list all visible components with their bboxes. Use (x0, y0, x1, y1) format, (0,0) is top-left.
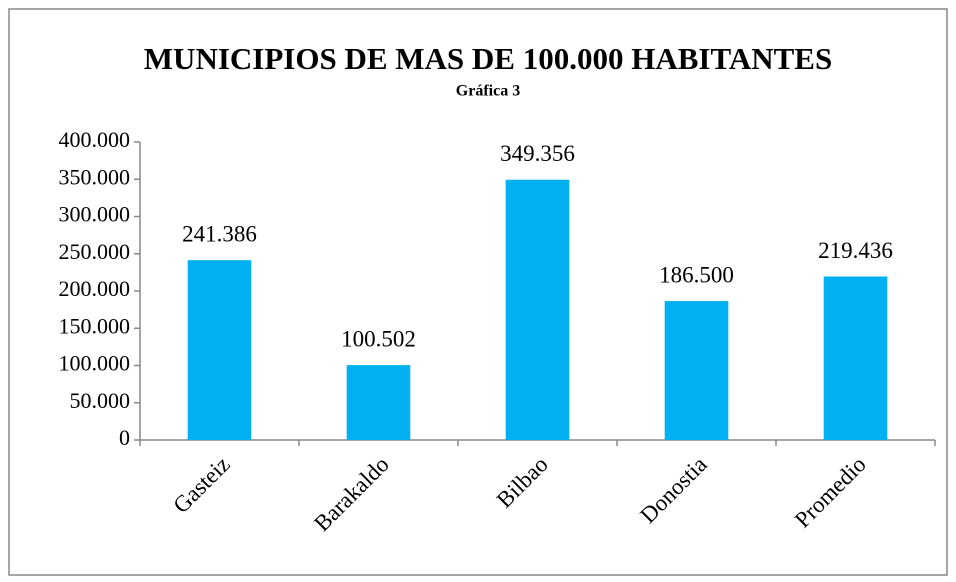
y-tick-label: 300.000 (59, 202, 131, 227)
chart-title: MUNICIPIOS DE MAS DE 100.000 HABITANTES (144, 41, 832, 76)
chart-subtitle: Gráfica 3 (456, 83, 520, 100)
value-label: 100.502 (341, 326, 416, 351)
y-tick-label: 0 (119, 425, 130, 450)
bar (505, 179, 570, 440)
value-label: 186.500 (659, 262, 734, 287)
bar (346, 365, 411, 440)
y-tick-label: 400.000 (59, 127, 131, 152)
y-tick-label: 50.000 (70, 388, 131, 413)
bar (823, 276, 888, 440)
value-label: 219.436 (818, 238, 893, 263)
value-label: 241.386 (182, 221, 257, 246)
y-tick-label: 200.000 (59, 276, 131, 301)
y-tick-label: 250.000 (59, 239, 131, 264)
y-tick-label: 150.000 (59, 313, 131, 338)
chart-border (8, 8, 948, 576)
y-tick-label: 100.000 (59, 351, 131, 376)
value-label: 349.356 (500, 141, 575, 166)
bar (664, 301, 729, 440)
bar (187, 260, 252, 440)
y-tick-label: 350.000 (59, 164, 131, 189)
